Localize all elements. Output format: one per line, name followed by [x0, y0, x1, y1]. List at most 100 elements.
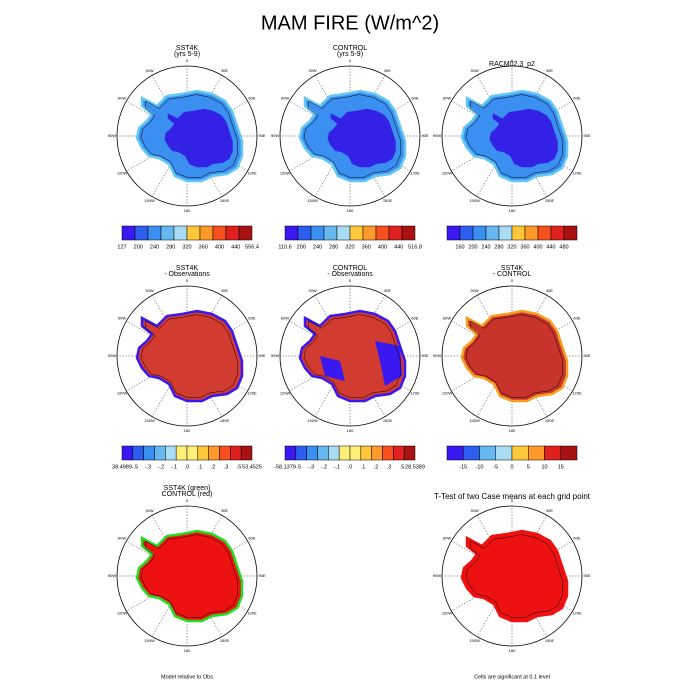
lon-label: 0	[349, 278, 352, 283]
meridian	[186, 355, 223, 417]
lon-label: 60E	[573, 536, 580, 541]
meridian	[451, 100, 513, 137]
colorbar-box	[310, 225, 325, 241]
lon-label: 180	[184, 428, 191, 433]
colorbar-label: 0	[510, 464, 513, 470]
lon-label: 120E	[572, 391, 582, 396]
lon-label: 120W	[442, 611, 453, 616]
colorbar-box	[459, 225, 474, 241]
meridian	[126, 540, 188, 577]
colorbar-box	[338, 445, 351, 461]
lon-label: 150E	[545, 198, 555, 203]
meridian	[476, 355, 513, 417]
lon-label: 30W	[145, 68, 153, 73]
colorbar-box	[317, 445, 329, 461]
lon-label: 180	[347, 208, 354, 213]
lon-label: 150W	[307, 418, 318, 423]
colorbar-label: .0	[348, 464, 353, 470]
lon-label: 90E	[583, 573, 590, 578]
meridian	[186, 575, 223, 637]
lon-label: 60W	[118, 536, 126, 541]
meridian	[476, 135, 513, 197]
colorbar-label: 440	[394, 244, 403, 250]
colorbar-label: 200	[297, 244, 306, 250]
colorbar-label: 280	[166, 244, 175, 250]
figure-title: MAM FIRE (W/m^2)	[261, 12, 439, 34]
colorbar-label: 400	[533, 244, 542, 250]
lon-label: 30E	[221, 288, 228, 293]
lon-label: 120E	[247, 391, 257, 396]
colorbar-label: 240	[313, 244, 322, 250]
patch	[320, 356, 345, 381]
interior	[489, 108, 558, 168]
colorbar-box	[537, 225, 552, 241]
colorbar-box	[382, 445, 394, 461]
colorbar-box	[199, 225, 214, 241]
lon-label: 180	[184, 648, 191, 653]
map-panel: 0 30E 60E 90E 120E 150E 180 150W 120W 90W 60W 30W	[433, 58, 591, 213]
colorbar-box	[121, 225, 136, 241]
meridian	[314, 75, 351, 137]
panel-subtitle: - Observations	[164, 271, 210, 278]
lon-label: 150E	[545, 418, 555, 423]
lon-label: 30E	[384, 68, 391, 73]
meridian	[186, 540, 248, 577]
colorbar-box	[446, 225, 461, 241]
lon-label: 60E	[248, 536, 255, 541]
lon-label: 30E	[546, 68, 553, 73]
lon-label: 60W	[443, 536, 451, 541]
colorbar-box	[349, 225, 364, 241]
colorbar-box	[403, 445, 416, 461]
panel-title: SST4K	[176, 265, 199, 272]
panel-note: Cells are significant at 0.1 level	[474, 674, 550, 680]
lon-label: 120E	[410, 391, 420, 396]
lon-label: 150E	[383, 418, 393, 423]
lon-label: 120E	[247, 611, 257, 616]
colorbar-box	[550, 225, 565, 241]
colorbar-label: 360	[362, 244, 371, 250]
colorbar-label: 28.5389	[405, 464, 425, 470]
lon-label: 60E	[573, 316, 580, 321]
colorbar-label: 360	[520, 244, 529, 250]
meridian	[476, 295, 513, 357]
colorbar-label: 160	[455, 244, 464, 250]
colorbar-box	[284, 225, 299, 241]
colorbar-box	[186, 445, 199, 461]
colorbar-box	[297, 225, 312, 241]
colorbar-box	[121, 445, 134, 461]
map-panel: 0 30E 60E 90E 120E 150E 180 150W 120W 90W 60W 30W	[108, 58, 266, 213]
map-panel: 0 30E 60E 90E 120E 150E 180 150W 120W 90W 60W 30W	[271, 278, 429, 433]
colorbar-label: 280	[494, 244, 503, 250]
colorbar-label: 240	[481, 244, 490, 250]
meridian	[289, 320, 351, 357]
lon-label: 90E	[258, 573, 265, 578]
lon-label: 180	[347, 428, 354, 433]
lon-label: 180	[184, 208, 191, 213]
interior	[164, 108, 233, 168]
colorbar-box	[143, 445, 155, 461]
lon-label: 60E	[573, 96, 580, 101]
colorbar-label: 400	[378, 244, 387, 250]
lon-label: 120W	[117, 171, 128, 176]
map-panel: 0 30E 60E 90E 120E 150E 180 150W 120W 90W 60W 30W	[108, 498, 266, 653]
antarctica	[460, 529, 569, 623]
colorbar-label: -.2	[158, 464, 164, 470]
colorbar-box	[563, 225, 578, 241]
colorbar-label: -.5	[132, 464, 138, 470]
panel-title: CONTROL	[333, 265, 367, 272]
map-panel: 0 30E 60E 90E 120E 150E 180 150W 120W 90W 60W 30W	[108, 278, 266, 433]
meridian	[151, 515, 188, 577]
lon-label: 90W	[433, 353, 441, 358]
meridian	[349, 320, 411, 357]
colorbar-label: -.1	[334, 464, 340, 470]
meridian	[476, 515, 513, 577]
colorbar-box	[154, 445, 166, 461]
lon-label: 60W	[281, 316, 289, 321]
meridian	[151, 295, 188, 357]
coastline	[140, 534, 238, 618]
lon-label: 60W	[281, 96, 289, 101]
lon-label: 30E	[384, 288, 391, 293]
lon-label: 90E	[258, 133, 265, 138]
lon-label: 180	[509, 648, 516, 653]
lon-label: 60E	[248, 96, 255, 101]
